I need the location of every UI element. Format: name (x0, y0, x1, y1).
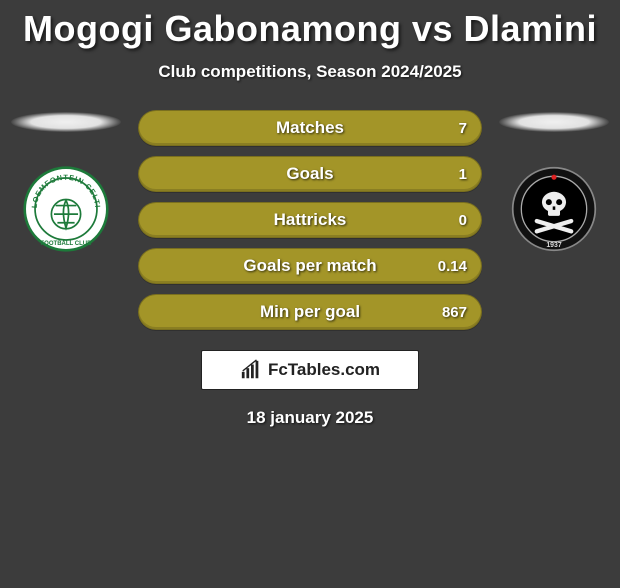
player-shadow-left (11, 112, 121, 132)
stat-row: Hattricks 0 (138, 202, 482, 238)
club-crest-right: 1937 (511, 166, 597, 252)
stat-value-right: 0.14 (438, 249, 467, 283)
celtic-crest-icon: BLOEMFONTEIN CELTIC FOOTBALL CLUB (23, 166, 109, 252)
stat-label: Goals per match (139, 249, 481, 283)
stats-column: Matches 7 Goals 1 Hattricks 0 Goals per … (138, 110, 482, 330)
stat-row: Goals per match 0.14 (138, 248, 482, 284)
left-player-col: BLOEMFONTEIN CELTIC FOOTBALL CLUB (6, 110, 126, 252)
svg-text:FOOTBALL CLUB: FOOTBALL CLUB (40, 241, 92, 247)
page-title: Mogogi Gabonamong vs Dlamini (0, 8, 620, 50)
comparison-panel: BLOEMFONTEIN CELTIC FOOTBALL CLUB Matche… (0, 110, 620, 330)
stat-value-right: 7 (459, 111, 467, 145)
subtitle: Club competitions, Season 2024/2025 (0, 62, 620, 82)
club-crest-left: BLOEMFONTEIN CELTIC FOOTBALL CLUB (23, 166, 109, 252)
player-shadow-right (499, 112, 609, 132)
stat-row: Min per goal 867 (138, 294, 482, 330)
stat-row: Goals 1 (138, 156, 482, 192)
date-text: 18 january 2025 (0, 408, 620, 428)
pirates-crest-icon: 1937 (511, 166, 597, 252)
stat-value-right: 1 (459, 157, 467, 191)
stat-value-right: 867 (442, 295, 467, 329)
stat-label: Matches (139, 111, 481, 145)
stat-label: Hattricks (139, 203, 481, 237)
brand-box[interactable]: FcTables.com (201, 350, 419, 390)
stat-label: Goals (139, 157, 481, 191)
bar-chart-icon (240, 359, 262, 381)
stat-label: Min per goal (139, 295, 481, 329)
stat-row: Matches 7 (138, 110, 482, 146)
crest-year-text: 1937 (546, 242, 561, 249)
right-player-col: 1937 (494, 110, 614, 252)
stat-value-right: 0 (459, 203, 467, 237)
brand-label: FcTables.com (268, 360, 380, 380)
